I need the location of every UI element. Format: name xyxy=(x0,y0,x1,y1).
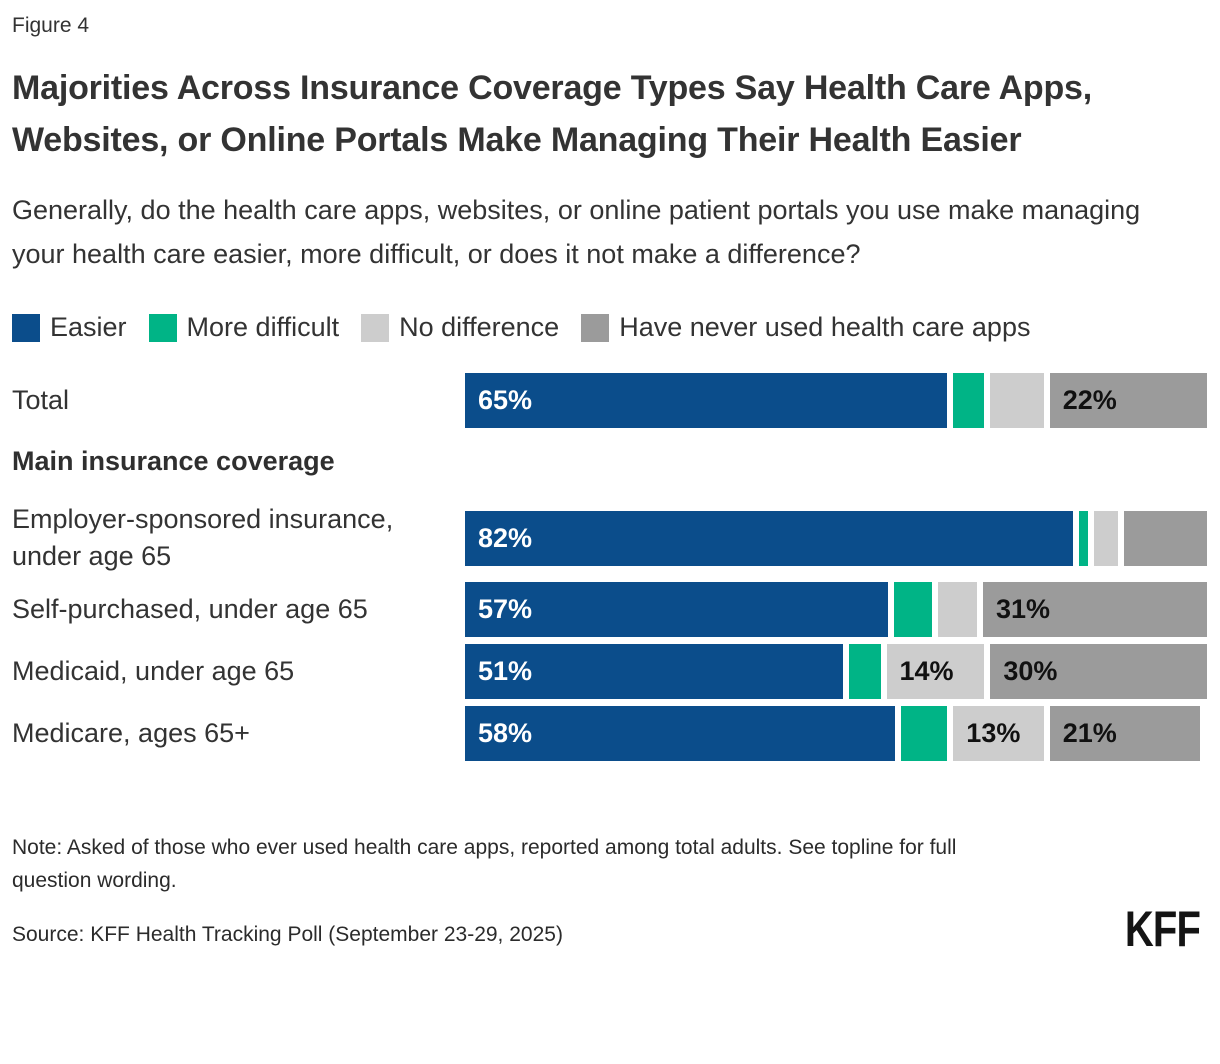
stacked-bar: 82% xyxy=(465,510,1207,566)
footer: Source: KFF Health Tracking Poll (Septem… xyxy=(12,901,1201,957)
segment-value-label: 21% xyxy=(1062,718,1117,748)
bar-segment-easier: 58% xyxy=(465,706,896,761)
never_used-swatch-icon xyxy=(581,313,610,342)
bar-segment-more_difficult xyxy=(947,373,985,428)
bar-segment-easier: 51% xyxy=(465,644,844,699)
legend-item-easier: Easier xyxy=(12,312,127,343)
chart-row: Medicare, ages 65+ 58% 13% 21% xyxy=(12,706,1200,761)
bar-segment-easier: 57% xyxy=(465,582,888,637)
bar-segment-easier: 82% xyxy=(465,510,1074,566)
no_difference-swatch-icon xyxy=(361,313,390,342)
bar-segment-more_difficult xyxy=(895,706,948,761)
section-header: Main insurance coverage xyxy=(12,446,335,476)
stacked-bar: 51% 14% 30% xyxy=(465,644,1207,699)
easier-swatch-icon xyxy=(12,313,40,342)
stacked-bar: 58% 13% 21% xyxy=(465,706,1207,761)
bar-segment-never_used: 22% xyxy=(1043,373,1207,428)
bar-segment-no_difference xyxy=(932,582,977,637)
segment-value-label: 82% xyxy=(478,522,533,553)
bar-segment-no_difference xyxy=(1088,510,1118,566)
legend-label: No difference xyxy=(399,312,560,342)
source-text: Source: KFF Health Tracking Poll (Septem… xyxy=(12,923,563,946)
row-label: Medicaid, under age 65 xyxy=(12,656,295,686)
bar-segment-never_used: 31% xyxy=(976,582,1207,637)
stacked-bar: 65% 22% xyxy=(465,373,1207,428)
bar-segment-never_used: 21% xyxy=(1043,706,1200,761)
chart-row: Employer-sponsored insurance, under age … xyxy=(12,501,1207,575)
legend-item-more_difficult: More difficult xyxy=(148,312,340,343)
bar-segment-easier: 65% xyxy=(465,373,948,428)
segment-value-label: 31% xyxy=(995,594,1051,624)
segment-value-label: 13% xyxy=(966,718,1021,748)
segment-value-label: 57% xyxy=(478,594,533,624)
segment-value-label: 14% xyxy=(899,656,954,686)
chart-title: Majorities Across Insurance Coverage Typ… xyxy=(12,69,1093,159)
legend-label: More difficult xyxy=(186,312,340,342)
row-label: Medicare, ages 65+ xyxy=(12,718,250,748)
bar-segment-more_difficult xyxy=(1073,510,1089,566)
legend-item-no_difference: No difference xyxy=(361,312,559,343)
segment-value-label: 22% xyxy=(1062,385,1117,415)
bar-segment-no_difference: 14% xyxy=(880,644,985,699)
figure-label: Figure 4 xyxy=(12,14,90,37)
chart-row: Total 65% 22% xyxy=(12,373,1207,428)
more_difficult-swatch-icon xyxy=(148,313,177,342)
chart-row: Medicaid, under age 65 51% 14% 30% xyxy=(12,644,1207,699)
bar-segment-more_difficult xyxy=(887,582,933,637)
segment-value-label: 30% xyxy=(1003,656,1058,686)
legend-item-never_used: Have never used health care apps xyxy=(581,312,1030,343)
chart-subtitle: Generally, do the health care apps, webs… xyxy=(12,195,1141,269)
row-label: Total xyxy=(12,385,70,415)
bar-segment-no_difference: 13% xyxy=(947,706,1044,761)
bar-segment-no_difference xyxy=(984,373,1044,428)
legend-label: Have never used health care apps xyxy=(619,312,1031,342)
chart-row: Self-purchased, under age 65 57% 31% xyxy=(12,582,1207,637)
legend-label: Easier xyxy=(50,312,127,342)
note-text: Note: Asked of those who ever used healt… xyxy=(12,836,957,892)
legend: Easier More difficult No difference Have ne… xyxy=(12,312,1200,343)
segment-value-label: 65% xyxy=(478,385,533,415)
segment-value-label: 58% xyxy=(478,718,533,748)
stacked-bar: 57% 31% xyxy=(465,582,1207,637)
row-label: Self-purchased, under age 65 xyxy=(12,594,368,624)
kff-logo: KFF xyxy=(1124,901,1201,957)
segment-value-label: 51% xyxy=(478,656,533,686)
row-label: Employer-sponsored insurance, under age … xyxy=(12,504,394,571)
bar-segment-never_used: 30% xyxy=(984,644,1207,699)
stacked-bar-chart: Total 65% 22% Main insurance coverage Employ… xyxy=(12,373,1207,761)
bar-segment-never_used xyxy=(1117,510,1207,566)
bar-segment-more_difficult xyxy=(843,644,881,699)
